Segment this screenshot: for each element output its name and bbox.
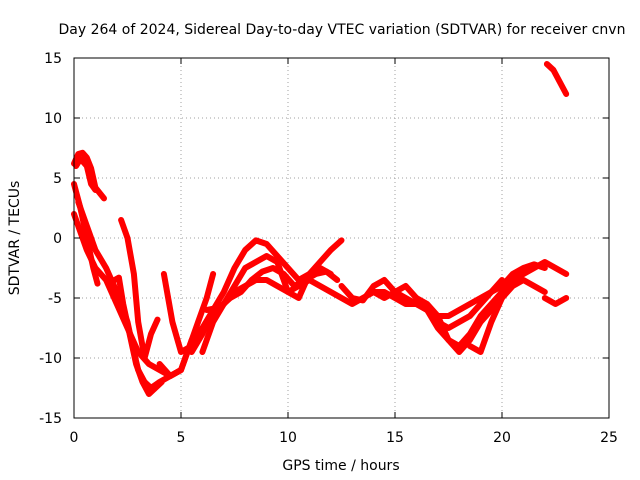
series-s18 [543,61,570,97]
y-tick-label: -10 [39,351,62,367]
y-axis-label: SDTVAR / TECUs [7,181,23,296]
series-s6 [118,217,161,361]
x-tick-label: 10 [279,430,297,446]
series-s14 [370,283,505,349]
y-tick-label: 5 [53,171,62,187]
x-tick-label: 5 [177,430,186,446]
x-axis-label: GPS time / hours [282,458,399,474]
x-tick-label: 20 [493,430,511,446]
y-tick-label: 10 [44,111,62,127]
y-tick-label: 0 [53,231,62,247]
y-tick-label: 15 [44,51,62,67]
grid-lines [74,58,609,418]
x-tick-label: 15 [386,430,404,446]
series-s13 [338,261,548,319]
series-s17 [541,295,570,307]
x-axis-ticks: 0 5 10 15 20 25 [70,58,618,446]
series-s2 [73,155,99,193]
series-s7 [111,274,165,397]
y-tick-label: -5 [48,291,62,307]
series-s15 [413,259,570,355]
y-axis-ticks: -15 -10 -5 0 5 10 15 [39,51,609,427]
data-series-group [71,61,570,397]
x-tick-label: 0 [70,430,79,446]
series-s10 [188,237,345,355]
chart-title: Day 264 of 2024, Sidereal Day-to-day VTE… [59,22,626,38]
series-s12 [203,265,341,313]
y-tick-label: -15 [39,411,62,427]
series-s16 [466,277,548,355]
x-tick-label: 25 [600,430,618,446]
